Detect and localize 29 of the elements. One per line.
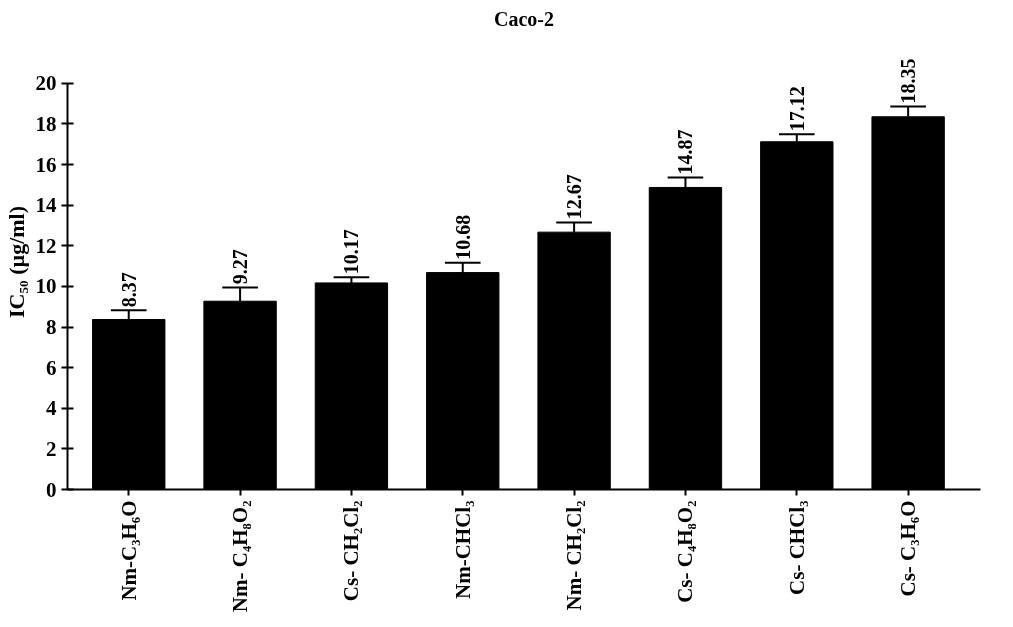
x-tick-label: Nm-CHCl₃ <box>450 500 475 599</box>
data-label: 8.37 <box>117 272 140 308</box>
y-tick-label: 12 <box>35 233 57 258</box>
data-label: 10.17 <box>340 229 363 275</box>
y-tick-label: 18 <box>35 111 57 136</box>
x-tick-label: Cs- CH₂Cl₂ <box>339 500 364 602</box>
chart-title: Caco-2 <box>494 7 554 30</box>
y-tick-label: 14 <box>35 193 57 218</box>
data-label: 10.68 <box>451 214 474 260</box>
x-tick-label: Nm- C₄H₈O₂ <box>228 500 253 613</box>
y-tick-label: 20 <box>35 71 57 96</box>
data-label: 17.12 <box>785 86 808 132</box>
x-tick-label: Cs- CHCl₃ <box>784 500 809 595</box>
y-tick-label: 2 <box>46 436 57 461</box>
y-tick-label: 4 <box>46 396 57 421</box>
x-tick-label: Nm- CH₂Cl₂ <box>562 500 587 611</box>
y-tick-label: 0 <box>46 477 57 502</box>
x-tick-label: Nm-C₃H₆O <box>116 500 141 601</box>
data-label: 18.35 <box>897 58 920 104</box>
x-tick-label: Cs- C₄H₈O₂ <box>673 500 698 603</box>
data-label: 9.27 <box>229 249 252 285</box>
data-label: 14.87 <box>674 129 697 175</box>
y-tick-label: 10 <box>35 274 57 299</box>
y-tick-label: 16 <box>35 152 57 177</box>
x-tick-label: Cs- C₃H₆O <box>896 500 921 597</box>
data-label: 12.67 <box>563 174 586 220</box>
y-axis-title: IC₅₀ (µg/ml) <box>3 205 29 319</box>
y-tick-label: 8 <box>46 315 57 339</box>
y-tick-label: 6 <box>46 355 57 380</box>
